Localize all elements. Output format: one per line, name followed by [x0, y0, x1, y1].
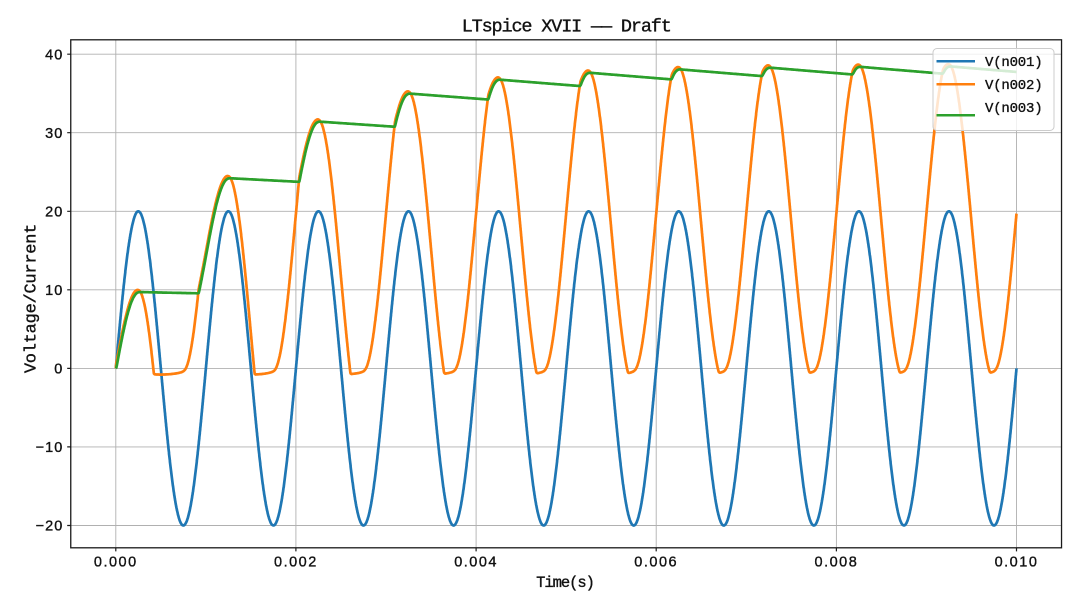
svg-text:30: 30	[45, 126, 63, 142]
svg-text:0.000: 0.000	[94, 555, 138, 571]
svg-text:V(n003): V(n003)	[985, 101, 1042, 117]
svg-text:0: 0	[54, 362, 63, 378]
svg-text:10: 10	[45, 283, 63, 299]
svg-text:−10: −10	[36, 440, 64, 456]
svg-text:LTspice XVII —— Draft: LTspice XVII —— Draft	[462, 16, 671, 37]
svg-text:V(n001): V(n001)	[985, 55, 1042, 71]
svg-text:0.004: 0.004	[454, 555, 498, 571]
svg-text:0.010: 0.010	[995, 555, 1039, 571]
svg-text:40: 40	[45, 47, 63, 63]
svg-text:Voltage/Current: Voltage/Current	[23, 224, 42, 373]
svg-text:−20: −20	[36, 519, 64, 535]
svg-text:V(n002): V(n002)	[985, 78, 1042, 94]
svg-text:0.008: 0.008	[815, 555, 859, 571]
svg-text:Time(s): Time(s)	[536, 574, 594, 592]
svg-text:20: 20	[45, 205, 63, 221]
svg-text:0.006: 0.006	[634, 555, 678, 571]
svg-text:0.002: 0.002	[274, 555, 318, 571]
